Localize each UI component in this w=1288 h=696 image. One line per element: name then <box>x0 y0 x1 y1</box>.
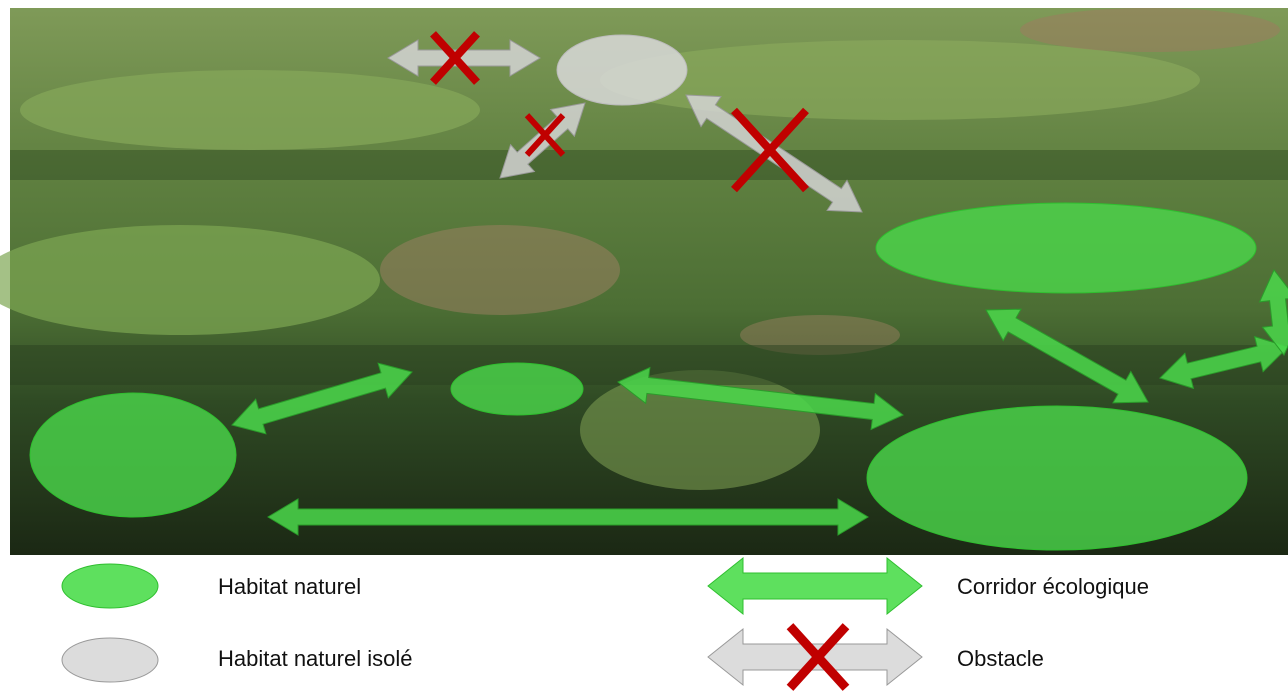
arrow <box>708 558 922 614</box>
habitat <box>451 363 583 415</box>
legend-habitat-swatch <box>62 564 158 608</box>
habitat <box>876 203 1256 293</box>
habitat <box>30 393 236 517</box>
legend-label: Obstacle <box>957 646 1044 671</box>
diagram: Habitat naturel Habitat naturel isolé Co… <box>0 0 1288 696</box>
legend-isolated-swatch <box>62 638 158 682</box>
habitat <box>867 406 1247 550</box>
page: Habitat naturel Habitat naturel isolé Co… <box>0 0 1288 696</box>
isolated-habitat <box>557 35 687 105</box>
legend-label: Habitat naturel isolé <box>218 646 412 671</box>
legend-label: Corridor écologique <box>957 574 1149 599</box>
legend-label: Habitat naturel <box>218 574 361 599</box>
